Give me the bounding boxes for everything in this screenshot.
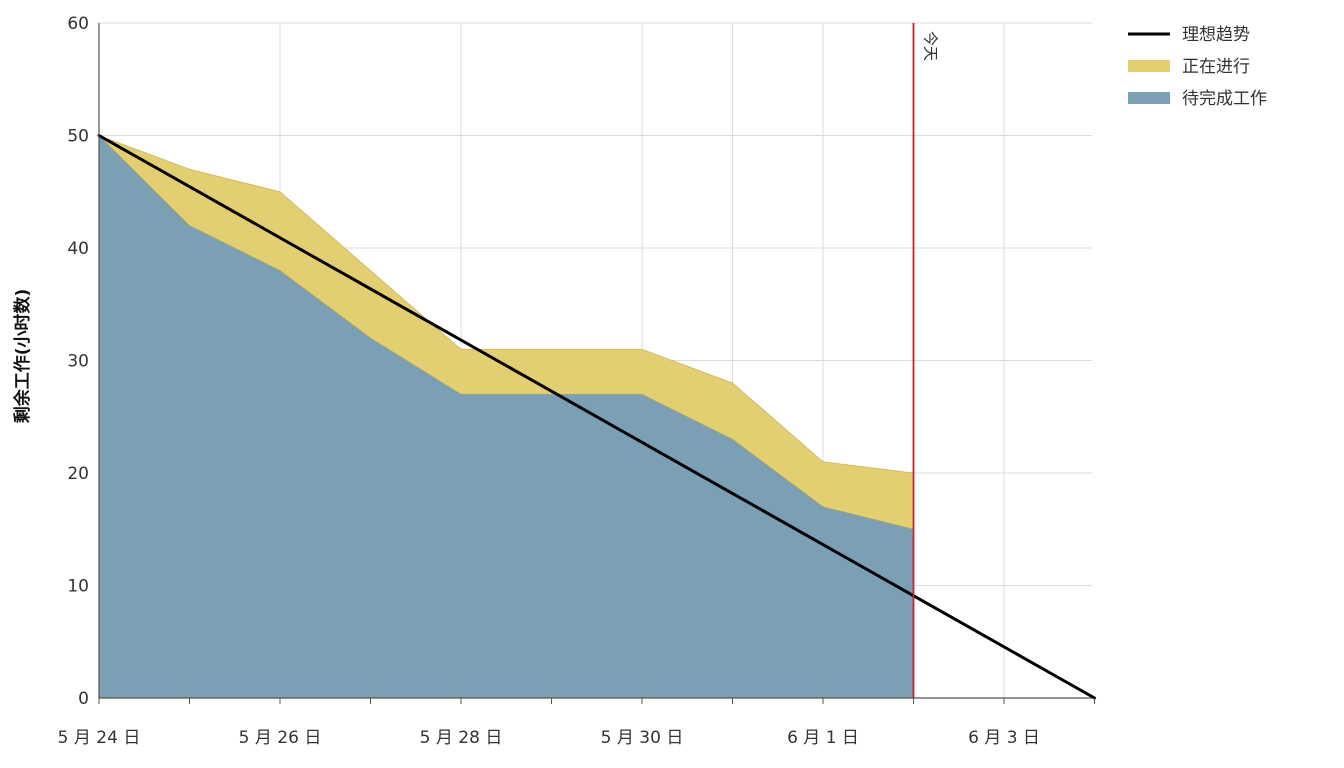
legend-label: 理想趋势	[1182, 25, 1250, 45]
x-tick-label: 5 月 26 日	[239, 728, 322, 748]
legend-label: 待完成工作	[1182, 89, 1267, 109]
x-tick-label: 6 月 3 日	[968, 728, 1040, 748]
y-tick-label: 50	[67, 127, 89, 147]
axes: 0 10 20 30 40 50 60 5 月 24 日 5 月 26 日 5 月 28 日 5 月…	[58, 14, 1095, 748]
x-tick-label: 6 月 1 日	[787, 728, 859, 748]
y-tick-label: 10	[67, 577, 89, 597]
ideal-trend-line	[97, 134, 1096, 700]
remaining-edge	[98, 135, 914, 530]
today-label: 今天	[922, 31, 940, 61]
y-tick-label: 30	[67, 352, 89, 372]
y-axis-label: 剩余工作(小时数)	[12, 289, 33, 424]
today-marker: 今天	[912, 23, 940, 698]
legend-label: 正在进行	[1182, 57, 1250, 77]
y-tick-label: 60	[67, 14, 89, 34]
legend-swatch-remaining	[1128, 92, 1170, 104]
y-tick-label: 20	[67, 464, 89, 484]
ideal-trend-series	[97, 134, 1096, 700]
y-tick-label: 0	[78, 689, 89, 709]
x-tick-label: 5 月 30 日	[601, 728, 684, 748]
x-tick-label: 5 月 28 日	[420, 728, 503, 748]
y-tick-label: 40	[67, 239, 89, 259]
in-progress-edge	[98, 135, 914, 474]
x-tick-label: 5 月 24 日	[58, 728, 141, 748]
legend-swatch-in-progress	[1128, 60, 1170, 72]
remaining-area	[99, 135, 914, 698]
area-series	[98, 135, 914, 698]
